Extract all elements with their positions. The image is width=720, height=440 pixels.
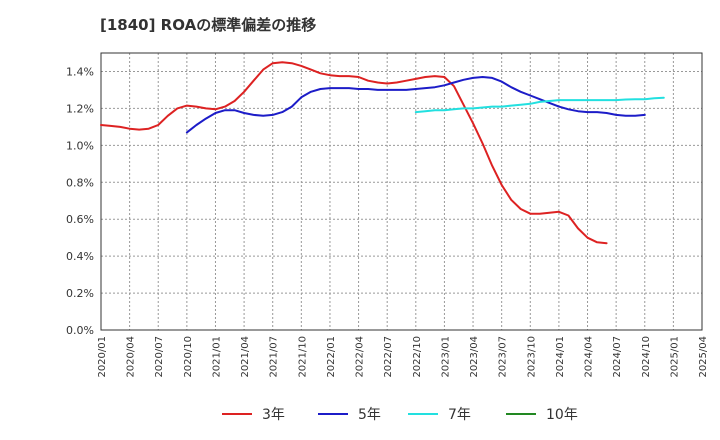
x-tick-label: 2021/07 (269, 336, 280, 378)
legend-label: 7年 (448, 407, 471, 423)
y-tick-label: 1.2% (66, 102, 94, 115)
plot-border (100, 52, 703, 331)
x-tick-label: 2020/01 (97, 336, 108, 378)
y-tick-label: 0.0% (66, 324, 94, 337)
series-line (414, 96, 665, 114)
x-tick-label: 2023/01 (440, 336, 451, 378)
x-tick-label: 2024/04 (584, 336, 595, 378)
x-tick-label: 2024/07 (612, 336, 623, 378)
x-tick-label: 2025/01 (669, 336, 680, 378)
x-tick-label: 2020/07 (154, 336, 165, 378)
series-lines (100, 61, 665, 245)
grid-lines (100, 53, 703, 331)
x-tick-label: 2021/10 (297, 336, 308, 378)
y-tick-label: 0.6% (66, 213, 94, 226)
x-tick-label: 2021/04 (240, 336, 251, 378)
x-tick-label: 2020/04 (126, 336, 137, 378)
y-tick-label: 0.4% (66, 250, 94, 263)
legend-label: 3年 (262, 407, 285, 423)
x-axis-ticks: 2020/01 2020/04 2020/07 2020/10 2021/01 2021/… (97, 336, 709, 378)
legend-label: 5年 (358, 407, 381, 423)
x-tick-label: 2022/10 (412, 336, 423, 378)
y-tick-label: 1.4% (66, 65, 94, 78)
x-tick-label: 2022/04 (355, 336, 366, 378)
series-line (100, 61, 608, 245)
legend: 3年 5年 7年 10年 (222, 407, 578, 423)
plot-area-frame (100, 52, 703, 331)
x-tick-label: 2024/01 (555, 336, 566, 378)
x-tick-label: 2021/01 (211, 336, 222, 378)
x-tick-label: 2024/10 (641, 336, 652, 378)
x-tick-label: 2022/07 (383, 336, 394, 378)
x-tick-label: 2025/04 (698, 336, 709, 378)
x-tick-label: 2023/10 (526, 336, 537, 378)
series-line (185, 76, 646, 134)
y-tick-label: 1.0% (66, 139, 94, 152)
y-axis-ticks: 0.0% 0.2% 0.4% 0.6% 0.8% 1.0% 1.2% 1.4% (66, 65, 94, 337)
x-tick-label: 2023/07 (498, 336, 509, 378)
x-tick-label: 2022/01 (326, 336, 337, 378)
x-tick-label: 2023/04 (469, 336, 480, 378)
y-tick-label: 0.2% (66, 287, 94, 300)
y-tick-label: 0.8% (66, 176, 94, 189)
chart-title: [1840] ROAの標準偏差の推移 (100, 16, 317, 34)
x-tick-label: 2020/10 (183, 336, 194, 378)
legend-label: 10年 (546, 407, 578, 423)
